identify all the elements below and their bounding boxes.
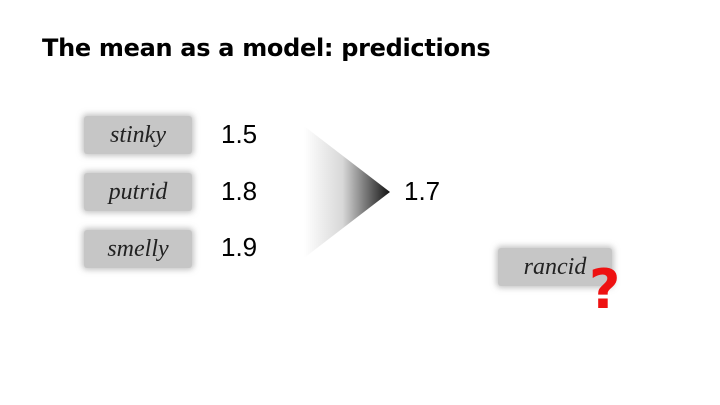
word-box-stinky: stinky: [84, 116, 192, 154]
word-value-stinky: 1.5: [221, 119, 258, 149]
word-value-putrid: 1.8: [221, 176, 258, 206]
word-box-putrid: putrid: [84, 173, 192, 211]
gradient-arrow-icon: [304, 126, 390, 258]
mean-value: 1.7: [404, 176, 441, 206]
word-box-smelly: smelly: [84, 230, 192, 268]
word-value-smelly: 1.9: [221, 232, 258, 262]
word-box-rancid: rancid: [498, 248, 612, 286]
question-mark: ?: [589, 258, 621, 321]
slide-title: The mean as a model: predictions: [42, 34, 491, 62]
